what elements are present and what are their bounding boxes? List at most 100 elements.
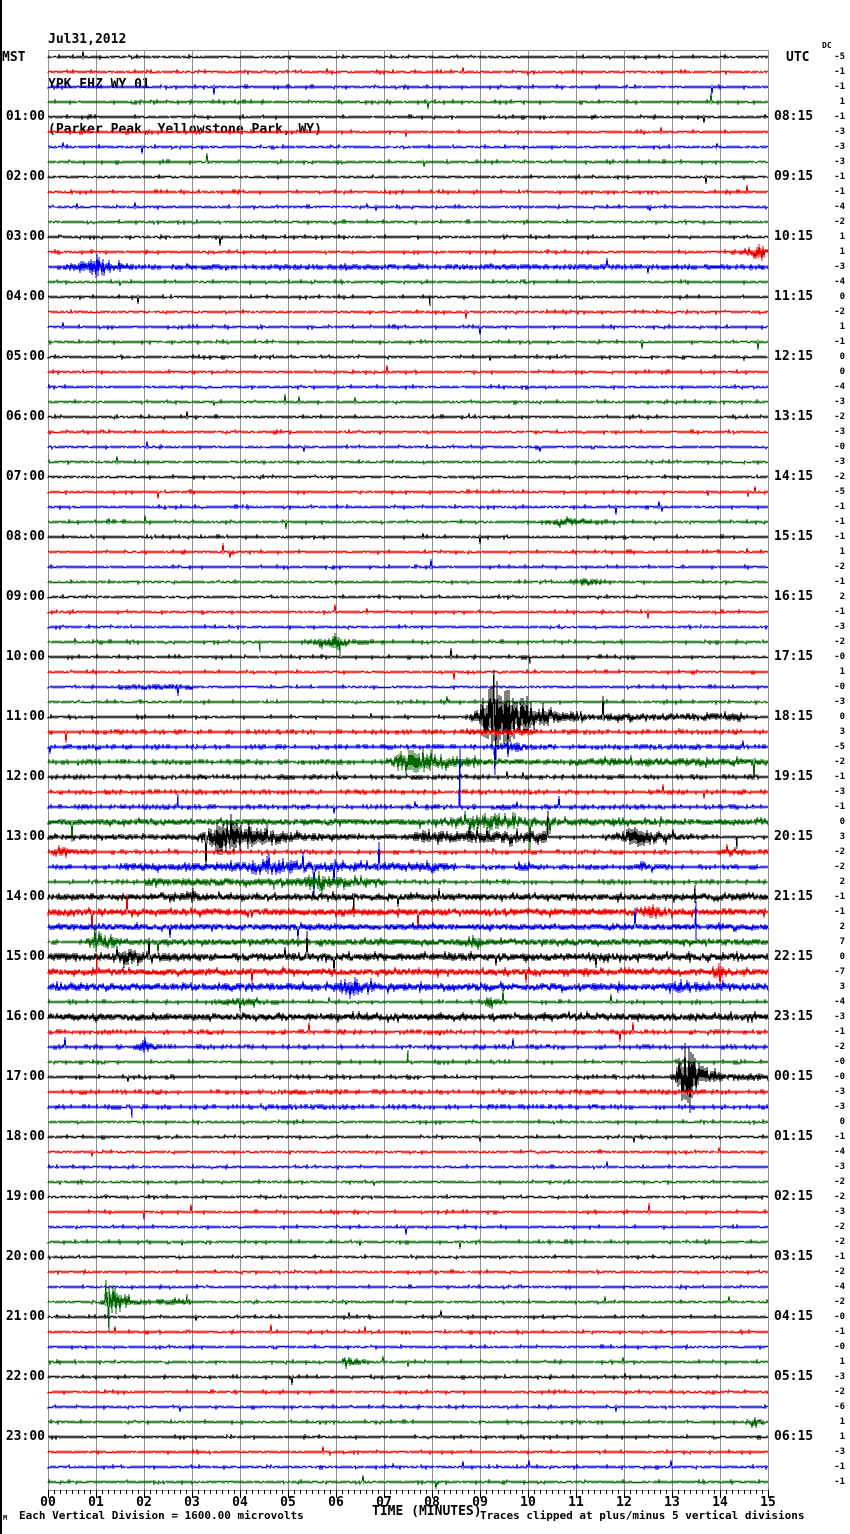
- mst-hour-label: 10:00: [5, 649, 45, 664]
- dc-offset-value: -3: [834, 622, 845, 632]
- dc-offset-value: -1: [834, 532, 845, 542]
- trace-row-38: [47, 623, 769, 631]
- trace-row-42: [47, 683, 769, 697]
- trace-row-70: [47, 1102, 769, 1119]
- axis-minor-ticks: [54, 1490, 763, 1494]
- trace-row-2: [47, 83, 769, 96]
- dc-offset-value: -5: [834, 742, 845, 752]
- dc-offset-value: -2: [834, 757, 845, 767]
- mst-hour-label: 23:00: [5, 1429, 45, 1444]
- dc-offset-value: -2: [834, 1177, 845, 1187]
- x-axis-tick-label: 04: [232, 1495, 248, 1510]
- utc-hour-label: 03:15: [774, 1249, 814, 1264]
- trace-row-74: [47, 1160, 769, 1171]
- trace-row-59: [47, 925, 769, 955]
- dc-offset-value: -3: [834, 1447, 845, 1457]
- trace-row-16: [47, 293, 769, 307]
- clipping-note: Traces clipped at plus/minus 5 vertical …: [480, 1509, 805, 1522]
- trace-row-46: [47, 739, 769, 776]
- trace-row-72: [47, 1133, 769, 1144]
- dc-offset-value: -3: [834, 1102, 845, 1112]
- mst-hour-label: 03:00: [5, 229, 45, 244]
- trace-row-58: [47, 900, 769, 940]
- dc-offset-value: -1: [834, 607, 845, 617]
- x-axis-tick-label: 06: [328, 1495, 344, 1510]
- trace-row-39: [47, 632, 769, 657]
- dc-offset-value: 1: [839, 1417, 845, 1427]
- mst-hour-label: 11:00: [5, 709, 45, 724]
- trace-row-21: [47, 364, 769, 376]
- trace-row-62: [47, 976, 769, 1000]
- utc-hour-label: 20:15: [774, 829, 814, 844]
- utc-hour-label: 21:15: [774, 889, 814, 904]
- mst-hour-label: 22:00: [5, 1369, 45, 1384]
- mst-hour-label: 18:00: [5, 1129, 45, 1144]
- dc-offset-value: -0: [834, 1057, 845, 1067]
- dc-offset-value: -2: [834, 862, 845, 872]
- dc-offset-value: -1: [834, 577, 845, 587]
- dc-offset-value: -2: [834, 562, 845, 572]
- x-axis-tick-label: 01: [88, 1495, 104, 1510]
- dc-offset-value: -3: [834, 157, 845, 167]
- vertical-division-scale-note: Each Vertical Division = 1600.00 microvo…: [19, 1509, 304, 1522]
- x-axis-tick-label: 02: [136, 1495, 152, 1510]
- trace-row-75: [47, 1178, 769, 1187]
- trace-row-49: [47, 783, 769, 800]
- dc-offset-value: 1: [839, 1432, 845, 1442]
- x-axis-tick-label: 08: [424, 1495, 440, 1510]
- dc-offset-value: 2: [839, 877, 845, 887]
- dc-offset-value: 0: [839, 712, 845, 722]
- trace-row-4: [47, 113, 769, 124]
- dc-offset-value: -4: [834, 1147, 845, 1157]
- trace-row-67: [47, 1049, 769, 1066]
- dc-offset-value: -3: [834, 1372, 845, 1382]
- mst-hour-label: 15:00: [5, 949, 45, 964]
- dc-offset-value: 1: [839, 232, 845, 242]
- trace-row-41: [47, 668, 769, 681]
- dc-offset-value: 0: [839, 1117, 845, 1127]
- mst-hour-label: 02:00: [5, 169, 45, 184]
- trace-row-19: [47, 338, 769, 351]
- utc-hour-label: 04:15: [774, 1309, 814, 1324]
- utc-hour-label: 09:15: [774, 169, 814, 184]
- utc-hour-label: 13:15: [774, 409, 814, 424]
- trace-row-54: [47, 841, 769, 898]
- trace-row-12: [47, 233, 769, 247]
- x-axis-tick-label: 13: [664, 1495, 680, 1510]
- utc-hour-label: 08:15: [774, 109, 814, 124]
- trace-row-25: [47, 428, 769, 436]
- trace-row-22: [47, 383, 769, 391]
- dc-offset-value: -4: [834, 382, 845, 392]
- mst-hour-label: 07:00: [5, 469, 45, 484]
- dc-offset-value: -3: [834, 262, 845, 272]
- dc-offset-value: 1: [839, 667, 845, 677]
- dc-offset-value: -1: [834, 1327, 845, 1337]
- trace-row-5: [47, 126, 769, 138]
- x-axis-tick-label: 14: [712, 1495, 728, 1510]
- trace-row-94: [47, 1459, 769, 1471]
- trace-row-84: [47, 1309, 769, 1322]
- dc-offset-value: 1: [839, 247, 845, 257]
- dc-offset-value: -3: [834, 1012, 845, 1022]
- trace-row-69: [47, 1087, 769, 1096]
- mst-hour-label: 09:00: [5, 589, 45, 604]
- mst-hour-label: 08:00: [5, 529, 45, 544]
- dc-offset-value: -4: [834, 997, 845, 1007]
- dc-offset-value: 3: [839, 727, 845, 737]
- right-timezone-label: UTC: [786, 50, 810, 65]
- dc-offset-value: 0: [839, 352, 845, 362]
- utc-hour-label: 22:15: [774, 949, 814, 964]
- trace-row-43: [47, 695, 769, 706]
- x-axis-tick-label: 00: [40, 1495, 56, 1510]
- trace-row-9: [47, 184, 769, 196]
- x-axis-title: TIME (MINUTES): [372, 1504, 482, 1519]
- utc-hour-label: 16:15: [774, 589, 814, 604]
- x-axis-tick-label: 03: [184, 1495, 200, 1510]
- mst-hour-label: 16:00: [5, 1009, 45, 1024]
- trace-row-40: [47, 647, 769, 665]
- trace-row-60: [47, 930, 769, 973]
- mst-hour-label: 06:00: [5, 409, 45, 424]
- trace-row-33: [47, 542, 769, 559]
- dc-offset-value: -2: [834, 1222, 845, 1232]
- dc-offset-value: -0: [834, 682, 845, 692]
